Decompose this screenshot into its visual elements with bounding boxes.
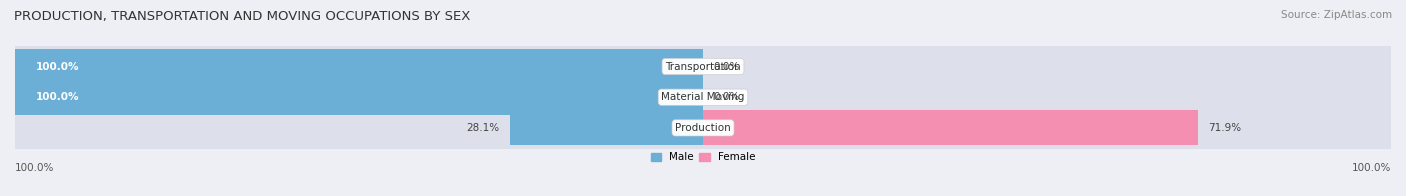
Bar: [15, 76, 1391, 118]
Legend: Male, Female: Male, Female: [647, 148, 759, 166]
Text: 100.0%: 100.0%: [35, 92, 79, 102]
Bar: [15, 107, 1391, 149]
Text: 0.0%: 0.0%: [713, 92, 740, 102]
Text: 100.0%: 100.0%: [35, 62, 79, 72]
Text: 28.1%: 28.1%: [467, 123, 499, 133]
Text: 71.9%: 71.9%: [1208, 123, 1241, 133]
Text: 100.0%: 100.0%: [1351, 163, 1391, 173]
Bar: [15, 49, 703, 84]
Text: Production: Production: [675, 123, 731, 133]
Bar: [509, 110, 703, 145]
Bar: [15, 80, 703, 115]
Text: Source: ZipAtlas.com: Source: ZipAtlas.com: [1281, 10, 1392, 20]
Text: 0.0%: 0.0%: [713, 62, 740, 72]
Text: Material Moving: Material Moving: [661, 92, 745, 102]
Bar: [15, 46, 1391, 87]
Text: PRODUCTION, TRANSPORTATION AND MOVING OCCUPATIONS BY SEX: PRODUCTION, TRANSPORTATION AND MOVING OC…: [14, 10, 471, 23]
Bar: [703, 110, 1198, 145]
Text: 100.0%: 100.0%: [15, 163, 55, 173]
Text: Transportation: Transportation: [665, 62, 741, 72]
